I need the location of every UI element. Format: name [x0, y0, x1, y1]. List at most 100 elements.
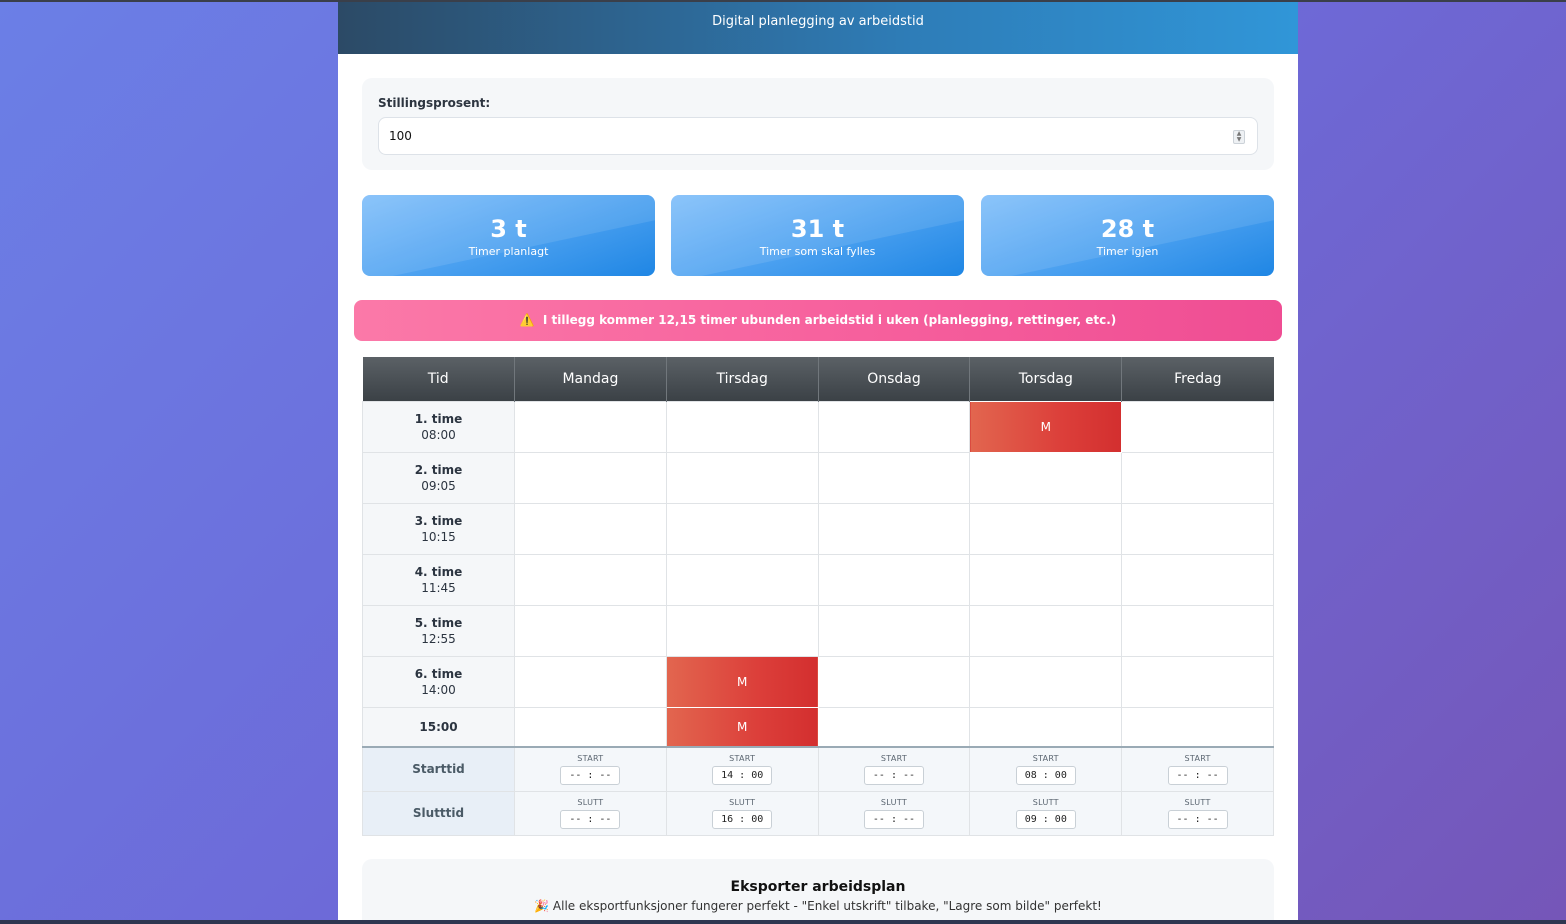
end-time-label: Slutttid [362, 790, 515, 836]
start-time-small-label: START [880, 753, 908, 763]
slot-name: 4. time [414, 564, 463, 579]
schedule-cell-tuesday[interactable] [665, 553, 819, 606]
stat-label: Timer planlagt [468, 245, 549, 258]
schedule-cell-thursday[interactable] [969, 451, 1123, 504]
schedule-cell-friday[interactable] [1121, 706, 1274, 748]
schedule-cell-friday[interactable] [1121, 451, 1274, 504]
schedule-cell-friday[interactable] [1121, 400, 1274, 453]
column-header-monday: Mandag [514, 357, 667, 401]
slot-name: 5. time [414, 615, 463, 630]
stat-value: 31 t [790, 215, 845, 243]
end-time-input-thursday[interactable]: 09 : 00 [1015, 809, 1076, 829]
end-time-input-monday[interactable]: -- : -- [560, 809, 621, 829]
schedule-cell-wednesday[interactable] [817, 451, 971, 504]
start-time-cell-tuesday: START 14 : 00 [665, 746, 819, 792]
start-time-cell-wednesday: START -- : -- [817, 746, 971, 792]
position-percent-label: Stillingsprosent: [378, 96, 491, 110]
stats-row: 3 t Timer planlagt 31 t Timer som skal f… [362, 195, 1274, 276]
end-time-cell-friday: SLUTT -- : -- [1121, 790, 1274, 836]
header-subtitle: Digital planlegging av arbeidstid [712, 14, 924, 29]
schedule-cell-monday[interactable] [514, 400, 667, 453]
slot-name: 2. time [414, 462, 463, 477]
end-time-small-label: SLUTT [1184, 797, 1211, 807]
slot-name: 15:00 [419, 719, 458, 734]
schedule-cell-tuesday[interactable]: M [665, 655, 819, 708]
schedule-cell-wednesday[interactable] [817, 604, 971, 657]
slot-start-time: 12:55 [421, 631, 456, 646]
party-icon: 🎉 [534, 899, 550, 913]
column-header-time: Tid [362, 357, 515, 401]
schedule-cell-tuesday[interactable] [665, 451, 819, 504]
schedule-cell-thursday[interactable] [969, 655, 1123, 708]
schedule-cell-tuesday[interactable]: M [665, 706, 819, 748]
stat-label: Timer igjen [1096, 245, 1159, 258]
schedule-cell-monday[interactable] [514, 604, 667, 657]
schedule-cell-friday[interactable] [1121, 655, 1274, 708]
slot-row: 1. time 08:00 M [362, 400, 1274, 453]
schedule-cell-thursday[interactable] [969, 502, 1123, 555]
start-time-input-thursday[interactable]: 08 : 00 [1015, 765, 1076, 785]
stat-label: Timer som skal fylles [759, 245, 876, 258]
column-header-friday: Fredag [1121, 357, 1274, 401]
schedule-cell-wednesday[interactable] [817, 553, 971, 606]
schedule-cell-monday[interactable] [514, 451, 667, 504]
column-header-wednesday: Onsdag [818, 357, 971, 401]
schedule-cell-thursday[interactable]: M [969, 400, 1123, 453]
stat-card-remaining: 28 t Timer igjen [981, 195, 1274, 276]
schedule-cell-friday[interactable] [1121, 553, 1274, 606]
start-time-cell-thursday: START 08 : 00 [969, 746, 1123, 792]
schedule-cell-tuesday[interactable] [665, 400, 819, 453]
schedule-cell-tuesday[interactable] [665, 502, 819, 555]
slot-start-time: 11:45 [421, 580, 456, 595]
slot-name: 6. time [414, 666, 463, 681]
alert-text: I tillegg kommer 12,15 timer ubunden arb… [542, 313, 1117, 327]
schedule-cell-monday[interactable] [514, 553, 667, 606]
start-time-input-friday[interactable]: -- : -- [1167, 765, 1228, 785]
end-time-input-tuesday[interactable]: 16 : 00 [712, 809, 773, 829]
end-time-small-label: SLUTT [729, 797, 756, 807]
schedule-cell-wednesday[interactable] [817, 655, 971, 708]
number-spinner-icon[interactable]: ▲ ▼ [1233, 130, 1245, 144]
app-container: Digital planlegging av arbeidstid Stilli… [338, 2, 1298, 924]
slot-start-time: 14:00 [421, 682, 456, 697]
schedule-cell-thursday[interactable] [969, 706, 1123, 748]
start-time-input-monday[interactable]: -- : -- [560, 765, 621, 785]
position-percent-value: 100 [389, 129, 412, 143]
position-percent-input[interactable]: 100 ▲ ▼ [378, 117, 1258, 155]
export-title: Eksporter arbeidsplan [730, 879, 906, 895]
start-time-input-wednesday[interactable]: -- : -- [863, 765, 924, 785]
start-time-small-label: START [1032, 753, 1059, 763]
schedule-cell-monday[interactable] [514, 706, 667, 748]
slot-time-cell: 5. time 12:55 [362, 604, 515, 657]
stat-value: 28 t [1100, 215, 1155, 243]
schedule-table: Tid Mandag Tirsdag Onsdag Torsdag Fredag… [362, 357, 1274, 836]
schedule-cell-friday[interactable] [1121, 502, 1274, 555]
slot-time-cell: 1. time 08:00 [362, 400, 515, 453]
end-time-input-friday[interactable]: -- : -- [1167, 809, 1228, 829]
schedule-cell-monday[interactable] [514, 502, 667, 555]
schedule-cell-monday[interactable] [514, 655, 667, 708]
schedule-cell-thursday[interactable] [969, 553, 1123, 606]
slot-start-time: 08:00 [421, 427, 456, 442]
unbound-hours-alert: ⚠️ I tillegg kommer 12,15 timer ubunden … [354, 300, 1282, 341]
schedule-cell-tuesday[interactable] [665, 604, 819, 657]
schedule-cell-wednesday[interactable] [817, 502, 971, 555]
window-bottom-border [0, 920, 1566, 924]
end-time-input-wednesday[interactable]: -- : -- [863, 809, 924, 829]
end-time-cell-tuesday: SLUTT 16 : 00 [665, 790, 819, 836]
schedule-cell-friday[interactable] [1121, 604, 1274, 657]
schedule-cell-wednesday[interactable] [817, 706, 971, 748]
schedule-cell-wednesday[interactable] [817, 400, 971, 453]
slot-row: 4. time 11:45 [362, 553, 1274, 606]
start-time-input-tuesday[interactable]: 14 : 00 [712, 765, 773, 785]
end-time-small-label: SLUTT [880, 797, 908, 807]
export-panel: Eksporter arbeidsplan 🎉 Alle eksportfunk… [362, 859, 1274, 924]
slot-name: 3. time [414, 513, 463, 528]
schedule-cell-thursday[interactable] [969, 604, 1123, 657]
slot-start-time: 10:15 [421, 529, 456, 544]
start-time-small-label: START [1184, 753, 1211, 763]
column-header-tuesday: Tirsdag [666, 357, 819, 401]
settings-panel: Stillingsprosent: 100 ▲ ▼ [362, 78, 1274, 170]
slot-time-cell: 2. time 09:05 [362, 451, 515, 504]
export-note-text: Alle eksportfunksjoner fungerer perfekt … [552, 899, 1102, 913]
